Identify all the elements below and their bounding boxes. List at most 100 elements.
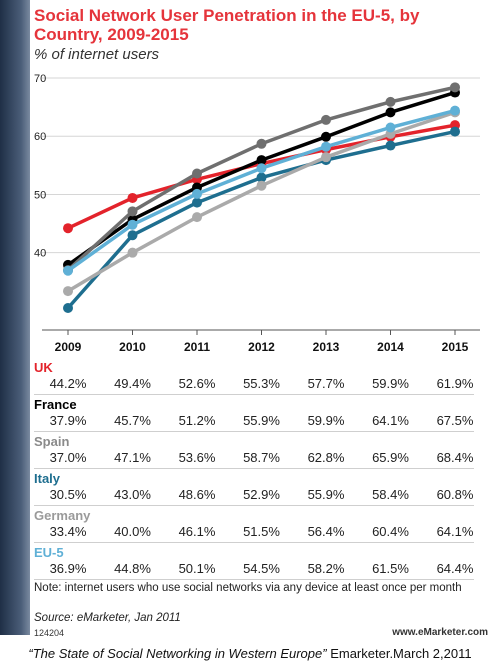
caption: “The State of Social Networking in Weste… <box>0 646 500 661</box>
table-cell: 55.9% <box>243 413 280 428</box>
chart-panel <box>30 0 498 635</box>
table-cell: 64.1% <box>372 413 409 428</box>
table-cell: 68.4% <box>436 450 474 465</box>
point-italy-2015 <box>450 126 460 137</box>
point-france-2014 <box>385 107 396 118</box>
row-values: 37.0% 47.1% 53.6% 58.7% 62.8% 65.9% 68.4% <box>34 450 474 466</box>
table-cell: 59.9% <box>372 376 409 391</box>
table-row-italy: Italy 30.5% 43.0% 48.6% 52.9% 55.9% 58.4% 60.8% <box>34 469 474 506</box>
line-chart: 70 60 50 40 2009 2010 2011 2012 2013 2014 2015 <box>34 73 480 354</box>
table-cell: 44.2% <box>49 376 87 391</box>
y-tick-label-70: 70 <box>34 73 46 85</box>
point-germany-2010 <box>127 247 138 258</box>
point-italy-2009 <box>63 302 73 313</box>
table-cell: 43.0% <box>114 487 151 502</box>
point-eu-5-2009 <box>63 265 73 276</box>
row-values: 30.5% 43.0% 48.6% 52.9% 55.9% 58.4% 60.8% <box>34 487 474 503</box>
table-cell: 64.1% <box>436 524 474 539</box>
row-label-france: France <box>34 397 77 412</box>
row-label-uk: UK <box>34 360 53 375</box>
table-cell: 45.7% <box>114 413 151 428</box>
y-tick-label-60: 60 <box>34 131 46 143</box>
brand-url: www.eMarketer.com <box>392 627 488 638</box>
point-spain-2014 <box>385 96 396 107</box>
data-table: UK 44.2% 49.4% 52.6% 55.3% 57.7% 59.9% 61.9% Fra… <box>34 358 474 580</box>
point-eu-5-2015 <box>450 105 460 116</box>
caption-title: “The State of Social Networking in Weste… <box>28 646 327 661</box>
table-cell: 60.8% <box>436 487 474 502</box>
x-tick-label-2009: 2009 <box>55 340 82 354</box>
point-uk-2010 <box>127 192 138 203</box>
caption-rest: Emarketer.March 2,2011 <box>326 646 472 661</box>
table-cell: 58.7% <box>243 450 280 465</box>
point-france-2013 <box>321 131 331 142</box>
x-tick-label-2014: 2014 <box>377 340 404 354</box>
table-cell: 51.5% <box>243 524 280 539</box>
point-spain-2012 <box>256 138 267 149</box>
table-cell: 44.8% <box>114 561 151 576</box>
row-divider <box>34 542 474 543</box>
row-divider <box>34 394 474 395</box>
x-tick-label-2013: 2013 <box>313 340 340 354</box>
chart-id: 124204 <box>34 628 65 638</box>
x-tick-label-2012: 2012 <box>248 340 275 354</box>
x-tick-label-2015: 2015 <box>442 340 469 354</box>
left-shade <box>0 0 30 635</box>
row-label-spain: Spain <box>34 434 70 449</box>
table-row-uk: UK 44.2% 49.4% 52.6% 55.3% 57.7% 59.9% 61.9% <box>34 358 474 395</box>
table-cell: 59.9% <box>307 413 345 428</box>
point-italy-2014 <box>385 140 396 151</box>
table-cell: 53.6% <box>178 450 216 465</box>
table-cell: 46.1% <box>178 524 216 539</box>
table-cell: 67.5% <box>436 413 474 428</box>
point-eu-5-2011 <box>192 188 202 199</box>
x-tick-label-2010: 2010 <box>119 340 146 354</box>
y-tick-label-50: 50 <box>34 189 46 201</box>
point-uk-2009 <box>63 223 73 234</box>
table-cell: 51.2% <box>178 413 216 428</box>
point-spain-2010 <box>127 206 138 217</box>
point-germany-2012 <box>256 180 267 191</box>
point-eu-5-2012 <box>256 163 267 174</box>
row-values: 44.2% 49.4% 52.6% 55.3% 57.7% 59.9% 61.9% <box>34 376 474 392</box>
table-cell: 54.5% <box>243 561 280 576</box>
table-cell: 55.9% <box>307 487 345 502</box>
footnote: Note: internet users who use social netw… <box>34 582 462 594</box>
table-cell: 48.6% <box>178 487 216 502</box>
table-cell: 36.9% <box>49 561 87 576</box>
table-cell: 49.4% <box>114 376 151 391</box>
table-cell: 56.4% <box>307 524 345 539</box>
table-cell: 47.1% <box>114 450 151 465</box>
table-cell: 52.9% <box>243 487 280 502</box>
row-divider <box>34 579 474 580</box>
table-row-eu-5: EU-5 36.9% 44.8% 50.1% 54.5% 58.2% 61.5% 64.4% <box>34 543 474 580</box>
table-row-france: France 37.9% 45.7% 51.2% 55.9% 59.9% 64.1% 67.5… <box>34 395 474 432</box>
point-eu-5-2010 <box>127 219 138 230</box>
row-divider <box>34 468 474 469</box>
table-cell: 61.5% <box>372 561 409 576</box>
table-cell: 37.9% <box>49 413 87 428</box>
table-cell: 40.0% <box>114 524 151 539</box>
chart-title: Social Network User Penetration in the E… <box>34 6 420 44</box>
point-spain-2011 <box>192 168 202 179</box>
table-cell: 65.9% <box>372 450 409 465</box>
table-cell: 52.6% <box>178 376 216 391</box>
point-germany-2013 <box>321 152 331 163</box>
row-label-italy: Italy <box>34 471 61 486</box>
table-cell: 62.8% <box>307 450 345 465</box>
row-values: 33.4% 40.0% 46.1% 51.5% 56.4% 60.4% 64.1% <box>34 524 474 540</box>
table-cell: 30.5% <box>49 487 87 502</box>
row-values: 37.9% 45.7% 51.2% 55.9% 59.9% 64.1% 67.5% <box>34 413 474 429</box>
table-cell: 64.4% <box>436 561 474 576</box>
table-cell: 61.9% <box>436 376 474 391</box>
chart-subtitle: % of internet users <box>34 46 160 63</box>
table-row-germany: Germany 33.4% 40.0% 46.1% 51.5% 56.4% 60.4% 64.… <box>34 506 474 543</box>
table-cell: 37.0% <box>49 450 87 465</box>
table-row-spain: Spain 37.0% 47.1% 53.6% 58.7% 62.8% 65.9% 68.4% <box>34 432 474 469</box>
point-germany-2011 <box>192 212 202 223</box>
table-cell: 58.2% <box>307 561 345 576</box>
point-italy-2011 <box>192 197 202 208</box>
y-tick-label-40: 40 <box>34 248 46 260</box>
point-eu-5-2014 <box>385 122 396 133</box>
source-text: Source: eMarketer, Jan 2011 <box>34 612 181 624</box>
